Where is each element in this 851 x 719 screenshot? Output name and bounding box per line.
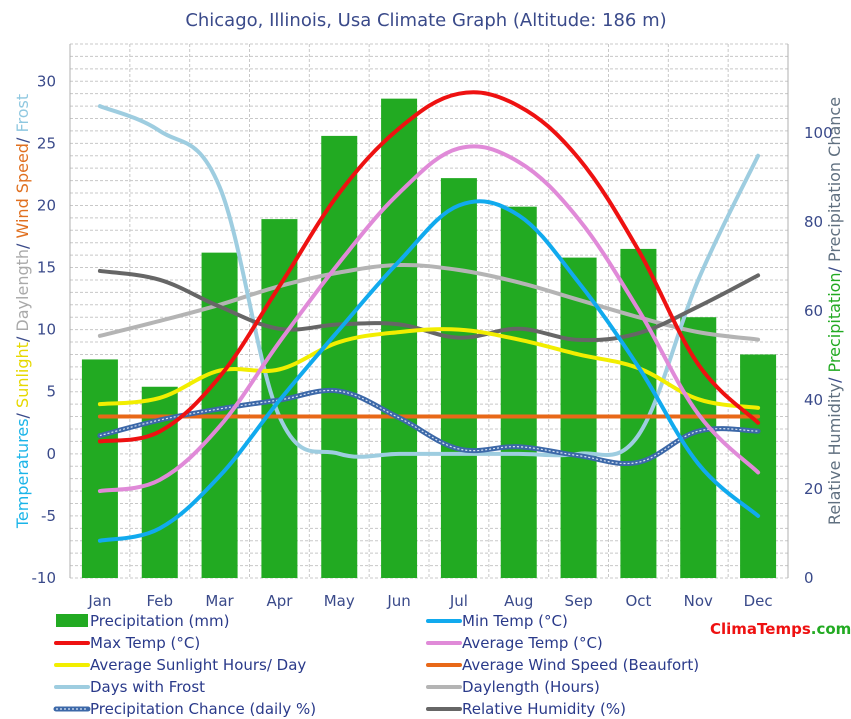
series-line-days-with-frost xyxy=(97,104,761,459)
month-label-mar: Mar xyxy=(205,592,234,610)
series-line-max-temp-c xyxy=(97,90,761,444)
left-axis-title-part: / xyxy=(13,133,32,143)
right-axis-title-part: Precipitation Chance xyxy=(825,97,844,262)
left-axis-title-part: / xyxy=(13,408,32,418)
right-axis-title-part: Relative Humidity xyxy=(825,383,844,525)
axes-layer: -10 -5 0 5 10 15 20 25 30 0 20 40 60 80 100 Jan Feb Mar Ap… xyxy=(13,44,844,610)
month-label-nov: Nov xyxy=(684,592,713,610)
legend-item-min-temp-c: Min Temp (°C) xyxy=(426,612,568,630)
month-label-may: May xyxy=(324,592,355,610)
legend-label: Precipitation Chance (daily %) xyxy=(90,700,316,718)
brand-part-2: Temps xyxy=(757,620,811,638)
legend-item-max-temp-c: Max Temp (°C) xyxy=(54,634,200,652)
right-tick-label: 100 xyxy=(804,124,833,142)
left-tick-label: 20 xyxy=(37,196,56,214)
left-axis-title-part: / xyxy=(13,238,32,248)
legend-item-days-with-frost: Days with Frost xyxy=(54,678,205,696)
month-label-jan: Jan xyxy=(87,592,111,610)
precipitation-bar-aug xyxy=(500,206,537,578)
legend-item-precipitation-chance-daily: Precipitation Chance (daily %) xyxy=(53,700,316,718)
left-tick-label: -10 xyxy=(32,569,57,587)
month-label-dec: Dec xyxy=(744,592,773,610)
left-axis-title-part: Daylength xyxy=(13,249,32,332)
legend-label: Daylength (Hours) xyxy=(462,678,600,696)
precipitation-bar-jul xyxy=(440,178,477,579)
left-axis-title: Temperatures/ Sunlight/ Daylength/ Wind … xyxy=(13,94,32,529)
legend-swatch xyxy=(56,614,88,627)
left-axis-title-part: Sunlight xyxy=(13,342,32,408)
left-tick-label: 10 xyxy=(37,321,56,339)
left-axis-title-part: Frost xyxy=(13,94,32,133)
left-tick-label: 5 xyxy=(46,383,56,401)
legend-item-precipitation-mm: Precipitation (mm) xyxy=(56,612,229,630)
right-axis-title-part: / xyxy=(825,372,844,382)
legend-label: Average Sunlight Hours/ Day xyxy=(90,656,306,674)
left-axis-title-part: / xyxy=(13,332,32,342)
month-label-aug: Aug xyxy=(504,592,533,610)
left-tick-label: 15 xyxy=(37,259,56,277)
series-line-average-sunlight-hours-day xyxy=(97,327,761,410)
left-axis-title-part: Wind Speed xyxy=(13,143,32,238)
legend: Precipitation (mm) Min Temp (°C) Max Temp … xyxy=(53,612,699,718)
series-line-average-temp-c xyxy=(97,144,761,494)
left-tick-label: 0 xyxy=(46,445,56,463)
right-tick-label: 20 xyxy=(804,480,823,498)
legend-label: Max Temp (°C) xyxy=(90,634,200,652)
month-label-oct: Oct xyxy=(625,592,651,610)
precipitation-bar-dec xyxy=(740,354,777,578)
right-axis-title: Relative Humidity/ Precipitation/ Precip… xyxy=(825,97,844,525)
precipitation-bar-jan xyxy=(81,359,118,578)
right-tick-label: 80 xyxy=(804,213,823,231)
left-axis-title-part: Temperatures xyxy=(13,418,32,529)
series-line-min-temp-c xyxy=(97,199,761,543)
month-label-feb: Feb xyxy=(146,592,173,610)
right-axis-title-part: / xyxy=(825,262,844,272)
legend-label: Min Temp (°C) xyxy=(462,612,568,630)
precipitation-bar-may xyxy=(321,135,358,578)
legend-label: Average Temp (°C) xyxy=(462,634,603,652)
left-tick-label: 30 xyxy=(37,72,56,90)
legend-label: Precipitation (mm) xyxy=(90,612,229,630)
right-tick-label: 0 xyxy=(804,569,814,587)
legend-item-average-sunlight-hours-day: Average Sunlight Hours/ Day xyxy=(54,656,306,674)
brand-part-3: .com xyxy=(811,620,851,638)
precipitation-bar-jun xyxy=(381,98,418,579)
month-label-jun: Jun xyxy=(386,592,410,610)
right-axis-title-part: Precipitation xyxy=(825,272,844,372)
legend-item-average-temp-c: Average Temp (°C) xyxy=(426,634,603,652)
legend-item-daylength-hours: Daylength (Hours) xyxy=(426,678,600,696)
lines-layer xyxy=(97,90,761,543)
legend-label: Days with Frost xyxy=(90,678,205,696)
right-tick-label: 40 xyxy=(804,391,823,409)
month-label-sep: Sep xyxy=(564,592,592,610)
month-label-apr: Apr xyxy=(266,592,293,610)
legend-item-average-wind-speed-beaufort: Average Wind Speed (Beaufort) xyxy=(426,656,699,674)
month-label-jul: Jul xyxy=(449,592,468,610)
left-tick-label: -5 xyxy=(41,507,56,525)
legend-item-relative-humidity: Relative Humidity (%) xyxy=(426,700,626,718)
series-line-precipitation-chance-daily xyxy=(99,389,759,465)
chart-title: Chicago, Illinois, Usa Climate Graph (Al… xyxy=(185,10,666,31)
right-tick-label: 60 xyxy=(804,302,823,320)
brand-part-1: Clima xyxy=(710,620,757,638)
legend-label: Relative Humidity (%) xyxy=(462,700,626,718)
left-tick-label: 25 xyxy=(37,134,56,152)
brand-logo: ClimaTemps.com xyxy=(710,620,851,638)
legend-label: Average Wind Speed (Beaufort) xyxy=(462,656,699,674)
